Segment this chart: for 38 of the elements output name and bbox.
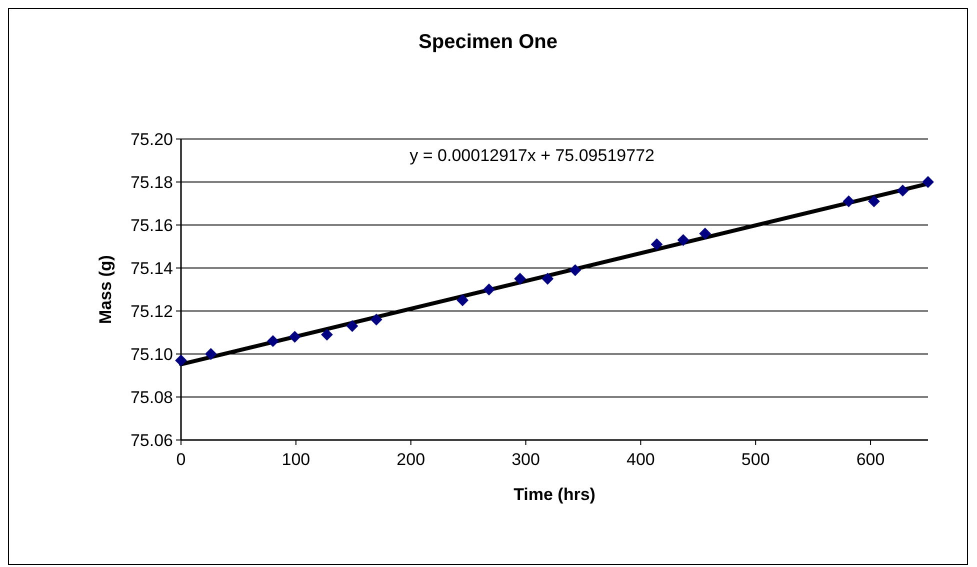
y-tick-label: 75.06 — [130, 430, 173, 450]
point — [569, 264, 582, 276]
point — [266, 335, 279, 348]
point — [175, 354, 187, 366]
point — [699, 228, 711, 240]
point — [842, 195, 855, 208]
x-tick-label: 100 — [282, 450, 310, 469]
point — [868, 195, 880, 208]
y-tick-label: 75.12 — [130, 302, 173, 321]
x-tick-label: 400 — [626, 450, 655, 469]
x-tick-label: 0 — [176, 450, 186, 469]
y-tick-label: 75.16 — [130, 216, 173, 235]
x-tick-label: 300 — [512, 450, 540, 469]
point — [542, 272, 554, 285]
y-axis-title: Mass (g) — [96, 255, 115, 324]
point — [896, 184, 909, 197]
point — [288, 330, 301, 343]
point — [370, 314, 382, 326]
y-tick-label: 75.14 — [130, 258, 173, 278]
point — [483, 284, 495, 296]
point — [346, 320, 358, 332]
chart-title: Specimen One — [418, 31, 558, 53]
x-axis-title: Time (hrs) — [514, 485, 596, 504]
x-tick-label: 500 — [741, 450, 770, 469]
x-tick-label: 200 — [396, 450, 426, 469]
point — [650, 238, 663, 250]
point — [456, 294, 469, 306]
point — [321, 328, 333, 341]
point — [922, 176, 934, 188]
point — [677, 234, 690, 246]
y-tick-label: 75.08 — [130, 388, 173, 407]
point — [514, 272, 526, 285]
point — [204, 348, 217, 360]
y-tick-label: 75.10 — [130, 344, 173, 364]
annotation: y = 0.00012917x + 75.09519772 — [410, 146, 655, 165]
y-tick-label: 75.20 — [130, 130, 173, 149]
y-tick-label: 75.18 — [130, 172, 173, 192]
x-tick-label: 600 — [856, 450, 885, 469]
